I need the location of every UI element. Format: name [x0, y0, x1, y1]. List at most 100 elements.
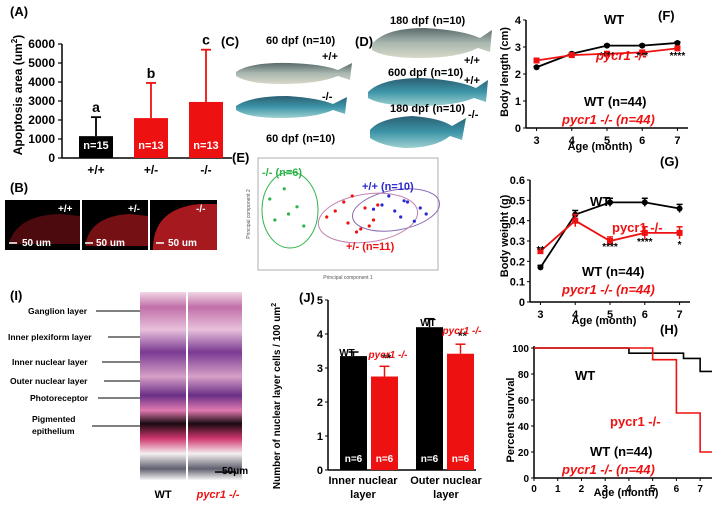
e-point — [412, 219, 416, 223]
chart-g: 00.10.20.30.40.50.63 4 5 6 7** **** **** * — [510, 175, 690, 321]
e-point — [350, 194, 354, 198]
j-label-mut-1: pycr1 -/- — [368, 350, 409, 361]
f-point — [568, 52, 575, 59]
fluor-signal-mut — [153, 204, 217, 250]
j-bar — [371, 376, 398, 470]
fish-wt-180dpf — [372, 28, 492, 58]
f-sig: **** — [670, 51, 686, 62]
b-geno-wt: +/+ — [58, 204, 73, 215]
j-ytick-label: 0 — [317, 465, 323, 477]
chart-h-label-wt: WT — [575, 368, 595, 383]
panel-e: (E) Principal component 1 Principal comp… — [232, 150, 440, 281]
f-xtick-label: 7 — [674, 135, 680, 147]
j-label-wt-1: WT — [339, 348, 355, 359]
f-ytick-label: 4 — [515, 15, 522, 27]
chart-g-ylabel: Body weight (g) — [499, 194, 511, 277]
h-ytick-label: 80 — [518, 370, 530, 381]
panel-c: (C) 60 dpf (n=10) +/+ -/- 60 dpf (n=10) — [221, 34, 352, 145]
g-sig: **** — [602, 242, 618, 253]
panel-label-h: (H) — [660, 322, 678, 337]
g-xtick-label: 7 — [677, 309, 683, 321]
c-bottom-age: 60 dpf (n=10) — [266, 133, 335, 145]
j-ytick-label: 1 — [317, 431, 323, 443]
histology-mut — [188, 292, 242, 480]
chart-g-xlabel: Age (month) — [572, 315, 637, 327]
chart-j-ylabel: Number of nuclear layer cells / 100 um2 — [271, 303, 283, 489]
i-layer-ganglion: Ganglion layer — [28, 306, 88, 316]
e-point — [387, 194, 391, 198]
i-caption-mut: pycr1 -/- — [196, 489, 240, 501]
b-scale-wt: 50 um — [22, 238, 51, 249]
e-point — [376, 203, 380, 207]
chart-h-legend-mut: pycr1 -/- (n=44) — [561, 462, 655, 477]
chart-g-legend-mut: pycr1 -/- (n=44) — [561, 282, 655, 297]
f-point — [674, 39, 681, 46]
h-survival-curve — [534, 347, 712, 453]
g-ytick-label: 0.2 — [510, 256, 525, 268]
chart-g-legend-wt: WT (n=44) — [582, 264, 644, 279]
h-xtick-label: 1 — [555, 484, 561, 495]
chart-a-ylabel: Apoptosis area (um2) — [10, 35, 25, 155]
a-ytick-label: 6000 — [28, 37, 55, 51]
f-point — [604, 50, 610, 57]
chart-h-ylabel: Percent survival — [505, 378, 517, 463]
g-ytick-label: 0.4 — [510, 216, 526, 228]
j-n-label: n=6 — [452, 454, 470, 465]
f-point — [674, 45, 681, 52]
e-point — [371, 207, 376, 211]
g-sig: ** — [537, 245, 545, 256]
a-sig-letter: c — [202, 32, 210, 48]
e-ellipse-wt — [352, 188, 440, 232]
chart-g-label-mut: pycr1 -/- — [612, 220, 663, 235]
a-ytick-label: 5000 — [28, 56, 55, 70]
e-points — [268, 187, 428, 234]
panel-label-e: (E) — [232, 150, 249, 165]
d-row3-genotype: -/- — [468, 109, 479, 121]
j-ytick-label: 2 — [317, 397, 323, 409]
panel-d: (D) 180 dpf (n=10) +/+ 600 dpf (n=10) +/+ … — [355, 15, 492, 148]
g-sig: **** — [637, 237, 653, 248]
a-bar — [134, 118, 168, 158]
a-bar — [79, 136, 113, 158]
e-point — [282, 187, 286, 191]
chart-h-label-mut: pycr1 -/- — [610, 414, 661, 429]
e-point — [346, 221, 350, 225]
g-point — [537, 248, 544, 255]
panel-j: (J) 0 1 2 3 4 5 n=6 n=6 ** n=6 n=6 ** Number of nuc… — [271, 290, 482, 501]
i-layer-photoreceptor: Photoreceptor — [30, 393, 89, 403]
b-scale-het: 50 um — [96, 238, 125, 249]
panel-label-d: (D) — [355, 34, 373, 49]
j-cat2-line2: layer — [433, 489, 459, 501]
a-n-label: n=13 — [193, 140, 218, 152]
i-scale: 50μm — [222, 466, 248, 477]
fluor-signal-wt — [10, 214, 80, 244]
fish-mut-60dpf — [236, 96, 347, 118]
g-point — [572, 217, 579, 224]
g-point — [537, 264, 544, 271]
e-point — [418, 206, 422, 210]
i-layer-ipl: Inner plexiform layer — [8, 332, 92, 342]
chart-g-label-wt: WT — [590, 194, 610, 209]
g-point — [641, 199, 648, 206]
panel-g: (G) 00.10.20.30.40.50.63 4 5 6 7** **** **** * … — [499, 154, 690, 327]
f-ytick-label: 0 — [515, 123, 521, 135]
h-xtick-label: 0 — [531, 484, 537, 495]
e-point — [380, 203, 384, 207]
a-ytick-label: 2000 — [28, 113, 55, 127]
panel-label-j: (J) — [299, 290, 315, 305]
e-point — [371, 218, 376, 222]
h-xtick-label: 5 — [650, 484, 656, 495]
e-point — [354, 230, 359, 234]
a-sig-letter: b — [147, 65, 156, 81]
g-point — [676, 229, 683, 236]
e-ylabel: Principal component 2 — [246, 189, 252, 239]
g-ytick-label: 0.3 — [510, 236, 525, 248]
f-ytick-label: 3 — [515, 42, 521, 54]
a-ytick-label: 1000 — [28, 132, 55, 146]
panel-i: (I) 50μm Ganglion layer Inner plexiform … — [8, 288, 248, 501]
f-sig: *** — [636, 51, 648, 62]
e-point — [424, 212, 428, 216]
e-point — [405, 200, 410, 204]
b-geno-het: +/- — [128, 204, 140, 215]
